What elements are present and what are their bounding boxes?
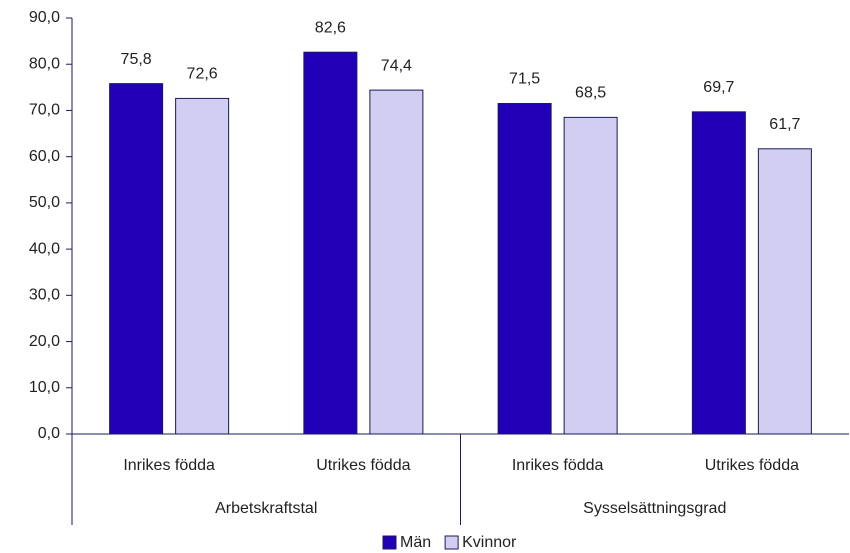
- legend-label: Kvinnor: [462, 534, 517, 551]
- legend-swatch: [382, 535, 397, 550]
- group-label: Sysselsättningsgrad: [583, 500, 726, 517]
- data-label: 69,7: [703, 79, 734, 96]
- bar: [691, 111, 746, 435]
- y-tick-label: 90,0: [29, 9, 60, 26]
- data-label: 72,6: [187, 66, 218, 83]
- y-tick-label: 0,0: [38, 425, 60, 442]
- bar: [563, 116, 618, 435]
- y-tick-label: 60,0: [29, 148, 60, 165]
- x-tick-label: Utrikes födda: [316, 457, 410, 474]
- y-tick-label: 70,0: [29, 102, 60, 119]
- bar: [175, 97, 230, 435]
- data-label: 71,5: [509, 71, 540, 88]
- data-label: 68,5: [575, 85, 606, 102]
- y-tick-label: 20,0: [29, 333, 60, 350]
- data-label: 74,4: [381, 57, 412, 74]
- bar: [303, 51, 358, 435]
- bar: [369, 89, 424, 435]
- legend-swatch: [444, 535, 459, 550]
- data-label: 61,7: [769, 116, 800, 133]
- group-label: Arbetskraftstal: [215, 500, 317, 517]
- y-tick-label: 50,0: [29, 194, 60, 211]
- data-label: 75,8: [121, 51, 152, 68]
- x-tick-label: Utrikes födda: [705, 457, 799, 474]
- data-label: 82,6: [315, 19, 346, 36]
- bar: [757, 148, 812, 435]
- y-tick-label: 30,0: [29, 287, 60, 304]
- legend-label: Män: [400, 534, 431, 551]
- bar: [109, 83, 164, 435]
- x-tick-label: Inrikes födda: [123, 457, 215, 474]
- x-tick-label: Inrikes födda: [512, 457, 604, 474]
- y-tick-label: 10,0: [29, 379, 60, 396]
- bar: [497, 103, 552, 435]
- y-tick-label: 80,0: [29, 55, 60, 72]
- y-tick-label: 40,0: [29, 240, 60, 257]
